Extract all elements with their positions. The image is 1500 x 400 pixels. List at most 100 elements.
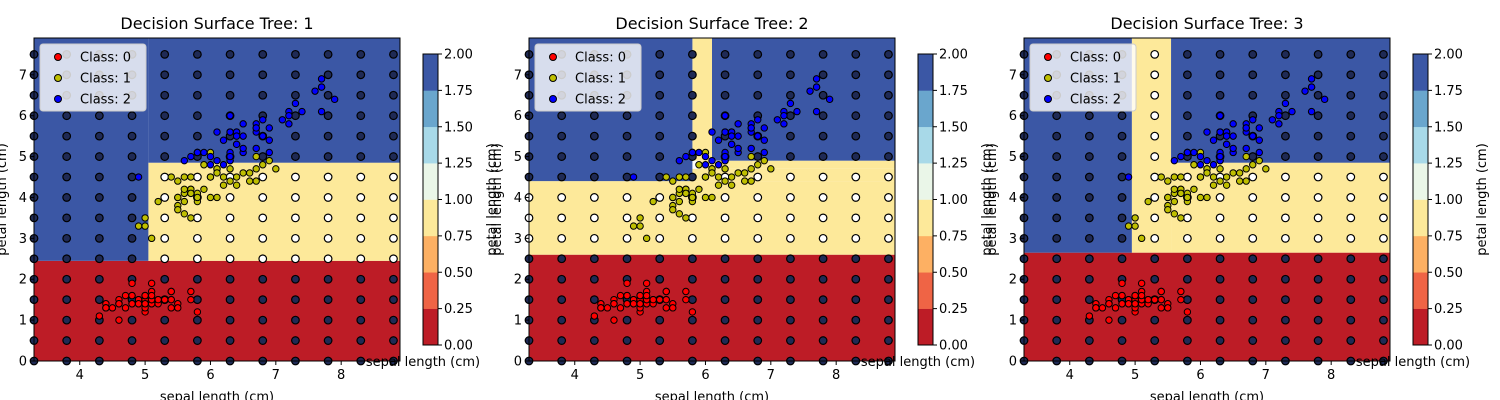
mesh-point — [687, 315, 697, 325]
training-point-class-1 — [154, 197, 162, 206]
mesh-point — [687, 295, 697, 305]
mesh-point — [1313, 213, 1323, 223]
training-point-class-2 — [1196, 161, 1205, 169]
mesh-point — [1182, 315, 1192, 325]
training-point-class-2 — [1229, 132, 1237, 140]
mesh-point — [1248, 152, 1258, 161]
mesh-point — [192, 336, 202, 345]
training-point-class-0 — [1105, 300, 1113, 308]
mesh-point — [1150, 336, 1160, 345]
mesh-point — [655, 315, 665, 325]
mesh-point — [1052, 295, 1062, 305]
training-point-class-0 — [642, 279, 651, 288]
training-point-class-0 — [1131, 291, 1139, 300]
training-point-class-2 — [760, 136, 768, 144]
training-point-class-2 — [193, 148, 202, 157]
colorbar-label: petal length (cm) — [980, 143, 995, 256]
mesh-point — [1052, 172, 1062, 182]
mesh-point — [389, 111, 398, 121]
mesh-point — [1346, 90, 1356, 100]
mesh-point — [192, 90, 202, 100]
mesh-point — [356, 315, 366, 325]
training-point-class-2 — [780, 120, 788, 128]
mesh-point — [1248, 233, 1258, 243]
y-tick-label: 0 — [19, 355, 27, 370]
mesh-point — [655, 213, 665, 223]
training-point-class-2 — [259, 132, 267, 140]
mesh-point — [62, 254, 72, 264]
mesh-point — [62, 233, 72, 243]
x-tick-label: 6 — [206, 368, 214, 383]
mesh-point — [1117, 315, 1127, 325]
mesh-point — [1313, 70, 1323, 80]
training-point-class-0 — [1164, 304, 1172, 312]
mesh-point — [127, 172, 137, 182]
mesh-point — [1281, 336, 1290, 345]
mesh-point — [1182, 131, 1192, 141]
mesh-point — [622, 213, 632, 223]
legend-box — [1029, 43, 1137, 112]
mesh-point — [389, 254, 398, 264]
mesh-point — [1052, 193, 1062, 202]
mesh-point — [884, 193, 893, 202]
mesh-point — [356, 274, 366, 284]
training-point-class-2 — [714, 136, 723, 144]
y-tick-label: 3 — [1009, 232, 1017, 247]
training-point-class-1 — [754, 161, 762, 169]
training-point-class-0 — [1124, 300, 1133, 308]
training-point-class-2 — [708, 128, 716, 136]
training-point-class-2 — [1222, 132, 1231, 140]
training-point-class-1 — [1190, 161, 1198, 169]
mesh-point — [1379, 90, 1388, 100]
mesh-point — [1281, 70, 1290, 80]
training-point-class-1 — [1262, 165, 1270, 173]
colorbar-tick-label: 1.75 — [444, 84, 473, 99]
colorbar-segment — [918, 272, 933, 309]
training-point-class-1 — [213, 193, 221, 202]
x-axis-label: sepal length (cm) — [1150, 390, 1264, 400]
colorbar-segment — [1413, 199, 1428, 237]
mesh-point — [1346, 172, 1356, 182]
mesh-point — [1379, 111, 1388, 121]
mesh-point — [258, 172, 268, 182]
mesh-point — [687, 49, 697, 59]
training-point-class-1 — [1216, 177, 1224, 185]
mesh-point — [62, 336, 72, 345]
mesh-point — [818, 254, 828, 264]
training-point-class-0 — [597, 304, 605, 312]
mesh-point — [1182, 49, 1192, 59]
y-tick-label: 5 — [514, 150, 522, 165]
training-point-class-2 — [232, 132, 241, 140]
mesh-point — [786, 315, 795, 325]
training-point-class-0 — [1183, 308, 1192, 316]
mesh-point — [94, 233, 104, 243]
mesh-point — [323, 90, 333, 100]
training-point-class-1 — [721, 165, 729, 173]
mesh-point — [291, 213, 300, 223]
mesh-point — [192, 70, 202, 80]
training-point-class-1 — [714, 173, 723, 181]
mesh-point — [127, 131, 137, 141]
training-point-class-0 — [167, 295, 175, 304]
mesh-point — [1379, 193, 1388, 202]
training-point-class-1 — [187, 189, 195, 198]
mesh-point — [786, 152, 795, 161]
training-point-class-0 — [616, 304, 625, 312]
colorbar-tick-label: 0.00 — [444, 339, 473, 354]
training-point-class-0 — [141, 291, 149, 300]
mesh-point — [753, 172, 763, 182]
training-point-class-2 — [1209, 136, 1218, 144]
decision-regions — [1024, 38, 1390, 361]
training-point-class-2 — [1275, 111, 1283, 120]
mesh-point — [884, 295, 893, 305]
training-point-class-0 — [688, 308, 697, 316]
training-point-class-0 — [1157, 295, 1165, 304]
mesh-point — [1150, 233, 1160, 243]
training-point-class-0 — [636, 291, 644, 300]
mesh-point — [389, 233, 398, 243]
training-point-class-2 — [1209, 161, 1218, 169]
training-point-class-2 — [701, 152, 710, 161]
training-point-class-1 — [180, 197, 189, 206]
mesh-point — [1313, 111, 1323, 121]
mesh-point — [1215, 315, 1225, 325]
